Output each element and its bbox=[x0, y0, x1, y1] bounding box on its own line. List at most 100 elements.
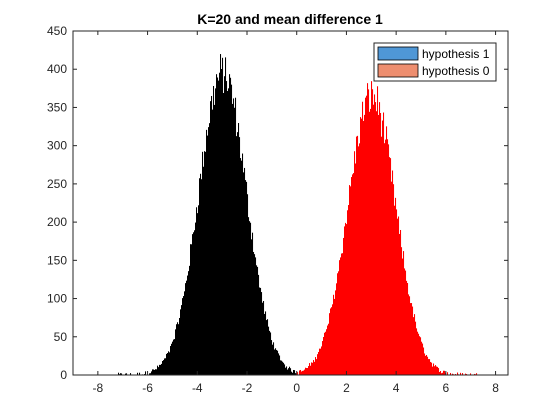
histogram-bar bbox=[149, 373, 151, 375]
histogram-bar bbox=[232, 103, 234, 375]
histogram-bar bbox=[386, 126, 388, 375]
histogram-bar bbox=[171, 343, 173, 375]
histogram-bar bbox=[263, 301, 265, 375]
histogram-bar bbox=[161, 363, 163, 375]
histogram-bar bbox=[395, 197, 397, 375]
histogram-bar bbox=[414, 314, 416, 375]
histogram-bar bbox=[280, 360, 282, 375]
axes-box bbox=[72, 30, 509, 376]
histogram-bar bbox=[387, 139, 389, 375]
histogram-bar bbox=[433, 363, 435, 375]
histogram-bar bbox=[259, 287, 261, 375]
histogram-bar bbox=[213, 85, 215, 375]
x-tick-label: -4 bbox=[192, 381, 203, 395]
histogram-bar bbox=[377, 86, 379, 375]
histogram-bar bbox=[335, 290, 337, 375]
histogram-bar bbox=[430, 361, 432, 375]
histogram-bar bbox=[215, 88, 217, 375]
histogram-bar bbox=[404, 268, 406, 375]
histogram-bar bbox=[425, 355, 427, 375]
histogram-bar bbox=[196, 207, 198, 375]
histogram-bar bbox=[419, 336, 421, 375]
histogram-bar bbox=[188, 271, 190, 375]
histogram-bar bbox=[151, 371, 153, 375]
histogram-bar bbox=[413, 317, 415, 375]
histogram-bar bbox=[427, 356, 429, 375]
histogram-bar bbox=[322, 341, 324, 375]
histogram-bar bbox=[200, 173, 202, 375]
histogram-bar bbox=[222, 57, 224, 375]
histogram-bar bbox=[392, 170, 394, 375]
histogram-bar bbox=[288, 368, 290, 375]
histogram-bar bbox=[382, 120, 384, 375]
histogram-bar bbox=[305, 367, 307, 375]
histogram-bar bbox=[145, 371, 147, 375]
histogram-bar bbox=[428, 359, 430, 375]
histogram-bar bbox=[378, 114, 380, 376]
histogram-bar bbox=[249, 221, 251, 375]
histogram-bar bbox=[234, 107, 236, 376]
histogram-bar bbox=[401, 247, 403, 375]
histogram-bar bbox=[227, 91, 229, 376]
histogram-bar bbox=[268, 326, 270, 375]
histogram-bar bbox=[120, 373, 122, 375]
histogram-bar bbox=[341, 253, 343, 375]
histogram-bar bbox=[187, 275, 189, 375]
histogram-bar bbox=[235, 97, 237, 376]
histogram-bar bbox=[173, 339, 175, 375]
histogram-bar bbox=[238, 123, 240, 375]
histogram-bar bbox=[381, 136, 383, 375]
histogram-bar bbox=[443, 370, 445, 375]
histogram-bar bbox=[295, 373, 297, 375]
histogram-bar bbox=[396, 209, 398, 375]
histogram-bar bbox=[292, 372, 294, 375]
y-tick-label: 350 bbox=[47, 100, 67, 114]
histogram-bar bbox=[192, 234, 194, 375]
histogram-bar bbox=[421, 341, 423, 375]
histogram-bar bbox=[369, 111, 371, 375]
histogram-bar bbox=[417, 331, 419, 375]
histogram-bar bbox=[278, 353, 280, 375]
histogram-bar bbox=[331, 307, 333, 375]
y-tick-label: 450 bbox=[47, 24, 67, 38]
histogram-bar bbox=[157, 365, 159, 375]
histogram-bar bbox=[390, 158, 392, 375]
histogram-bar bbox=[201, 179, 203, 375]
y-tick-label: 50 bbox=[54, 330, 68, 344]
histogram-bar bbox=[309, 363, 311, 375]
histogram-bar bbox=[178, 324, 180, 375]
histogram-bar bbox=[350, 186, 352, 375]
histogram-bar bbox=[389, 157, 391, 375]
histogram-bar bbox=[269, 330, 271, 375]
histogram-bar bbox=[308, 366, 310, 375]
histogram-bar bbox=[354, 151, 356, 375]
histogram-bar bbox=[181, 305, 183, 375]
histogram-bar bbox=[197, 213, 199, 375]
histogram-bar bbox=[394, 205, 396, 375]
histogram-bar bbox=[205, 151, 207, 375]
histogram-bar bbox=[293, 369, 295, 375]
x-tick-label: 4 bbox=[393, 381, 400, 395]
histogram-bar bbox=[307, 368, 309, 375]
histogram-bar bbox=[373, 104, 375, 376]
histogram-bar bbox=[303, 370, 305, 375]
histogram-bar bbox=[357, 135, 359, 375]
histogram-bar bbox=[450, 372, 452, 375]
histogram-bar bbox=[256, 265, 258, 375]
histogram-bar bbox=[243, 172, 245, 375]
histogram-bar bbox=[416, 328, 418, 375]
histogram-bar bbox=[363, 120, 365, 375]
histogram-bar bbox=[314, 361, 316, 375]
histogram-bar bbox=[343, 237, 345, 375]
y-tick-label: 0 bbox=[60, 368, 67, 382]
histogram-bar bbox=[313, 360, 315, 375]
histogram-bar bbox=[432, 366, 434, 375]
legend-label-hypothesis-1: hypothesis 1 bbox=[422, 47, 490, 61]
histogram-bar bbox=[159, 364, 161, 375]
histogram-bar bbox=[160, 364, 162, 375]
histogram-bar bbox=[372, 89, 374, 375]
histogram-bar bbox=[231, 84, 233, 376]
histogram-bar bbox=[306, 368, 308, 375]
histogram-bar bbox=[189, 265, 191, 375]
histogram-bar bbox=[245, 180, 247, 375]
